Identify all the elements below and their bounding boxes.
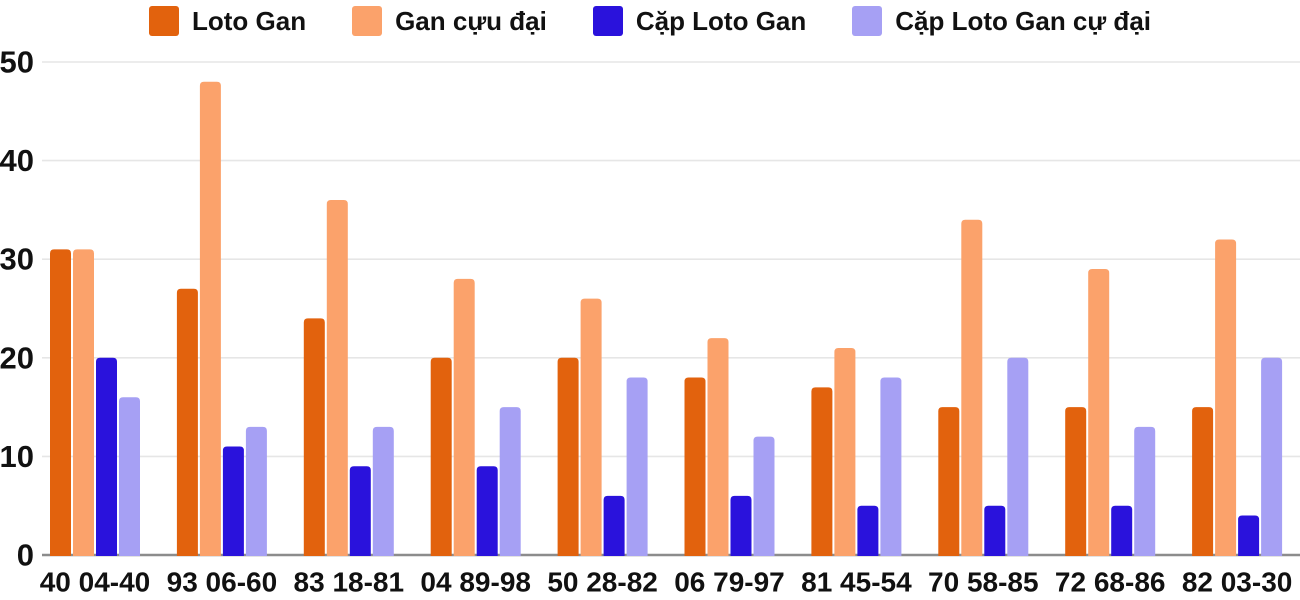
bar[interactable] [730, 495, 752, 556]
bar[interactable] [684, 377, 706, 556]
x-axis-category-label: 82 03-30 [1182, 567, 1293, 598]
bar[interactable] [372, 426, 394, 556]
chart-legend: Loto Gan Gan cựu đại Cặp Loto Gan Cặp Loto … [0, 6, 1300, 36]
bar[interactable] [96, 357, 117, 556]
legend-item-2[interactable]: Cặp Loto Gan [592, 6, 807, 36]
bar[interactable] [857, 505, 879, 556]
bar[interactable] [580, 298, 602, 556]
bar[interactable] [453, 278, 475, 556]
bar[interactable] [753, 436, 775, 556]
bar[interactable] [811, 387, 833, 556]
y-axis-tick-label: 50 [0, 45, 34, 80]
x-axis-category-label: 72 68-86 [1055, 567, 1166, 598]
bar[interactable] [834, 347, 856, 556]
legend-swatch-icon [148, 6, 179, 36]
bar[interactable] [303, 318, 325, 556]
y-axis-tick-label: 40 [0, 143, 34, 178]
y-axis-tick-label: 20 [0, 340, 34, 375]
x-axis-category-label: 93 06-60 [167, 567, 278, 598]
y-axis-tick-label: 0 [17, 538, 34, 573]
y-axis-tick-label: 30 [0, 242, 34, 277]
bar[interactable] [1065, 407, 1087, 556]
bar[interactable] [73, 249, 94, 556]
bar[interactable] [626, 377, 648, 556]
bar[interactable] [176, 288, 198, 556]
x-axis-category-label: 70 58-85 [928, 567, 1039, 598]
x-axis-category-label: 83 18-81 [294, 567, 405, 598]
x-axis-category-label: 50 28-82 [547, 567, 658, 598]
legend-swatch-icon [852, 6, 883, 36]
bar[interactable] [50, 249, 71, 556]
legend-label: Gan cựu đại [395, 6, 547, 36]
legend-label: Loto Gan [191, 6, 307, 36]
x-axis-category-label: 40 04-40 [40, 567, 151, 598]
bar[interactable] [1088, 269, 1110, 556]
legend-item-3[interactable]: Cặp Loto Gan cự đại [852, 6, 1151, 36]
x-axis-category-label: 06 79-97 [674, 567, 785, 598]
legend-label: Cặp Loto Gan cự đại [895, 6, 1151, 36]
y-axis-tick-label: 10 [0, 439, 34, 474]
bar[interactable] [326, 200, 348, 557]
bar[interactable] [1261, 357, 1283, 556]
bar[interactable] [1192, 407, 1214, 556]
bar[interactable] [1134, 426, 1156, 556]
bar[interactable] [499, 407, 521, 556]
bar[interactable] [603, 495, 625, 556]
legend-swatch-icon [352, 6, 383, 36]
x-axis-category-label: 81 45-54 [801, 567, 912, 598]
bar[interactable] [1238, 515, 1260, 556]
bar[interactable] [984, 505, 1006, 556]
x-axis-category-label: 04 89-98 [420, 567, 531, 598]
bar[interactable] [430, 357, 452, 556]
bar[interactable] [557, 357, 579, 556]
bar[interactable] [245, 426, 267, 556]
bar[interactable] [938, 407, 960, 556]
bar[interactable] [476, 466, 498, 556]
bar[interactable] [199, 81, 221, 556]
bar[interactable] [1111, 505, 1133, 556]
legend-item-0[interactable]: Loto Gan [148, 6, 307, 36]
bar[interactable] [119, 397, 140, 556]
bar[interactable] [222, 446, 244, 556]
bar[interactable] [349, 466, 371, 556]
bar[interactable] [1007, 357, 1029, 556]
bar[interactable] [707, 338, 729, 556]
bar[interactable] [880, 377, 902, 556]
legend-label: Cặp Loto Gan [635, 6, 807, 36]
legend-swatch-icon [592, 6, 623, 36]
bar[interactable] [1215, 239, 1237, 557]
legend-item-1[interactable]: Gan cựu đại [352, 6, 547, 36]
bar[interactable] [961, 219, 983, 556]
